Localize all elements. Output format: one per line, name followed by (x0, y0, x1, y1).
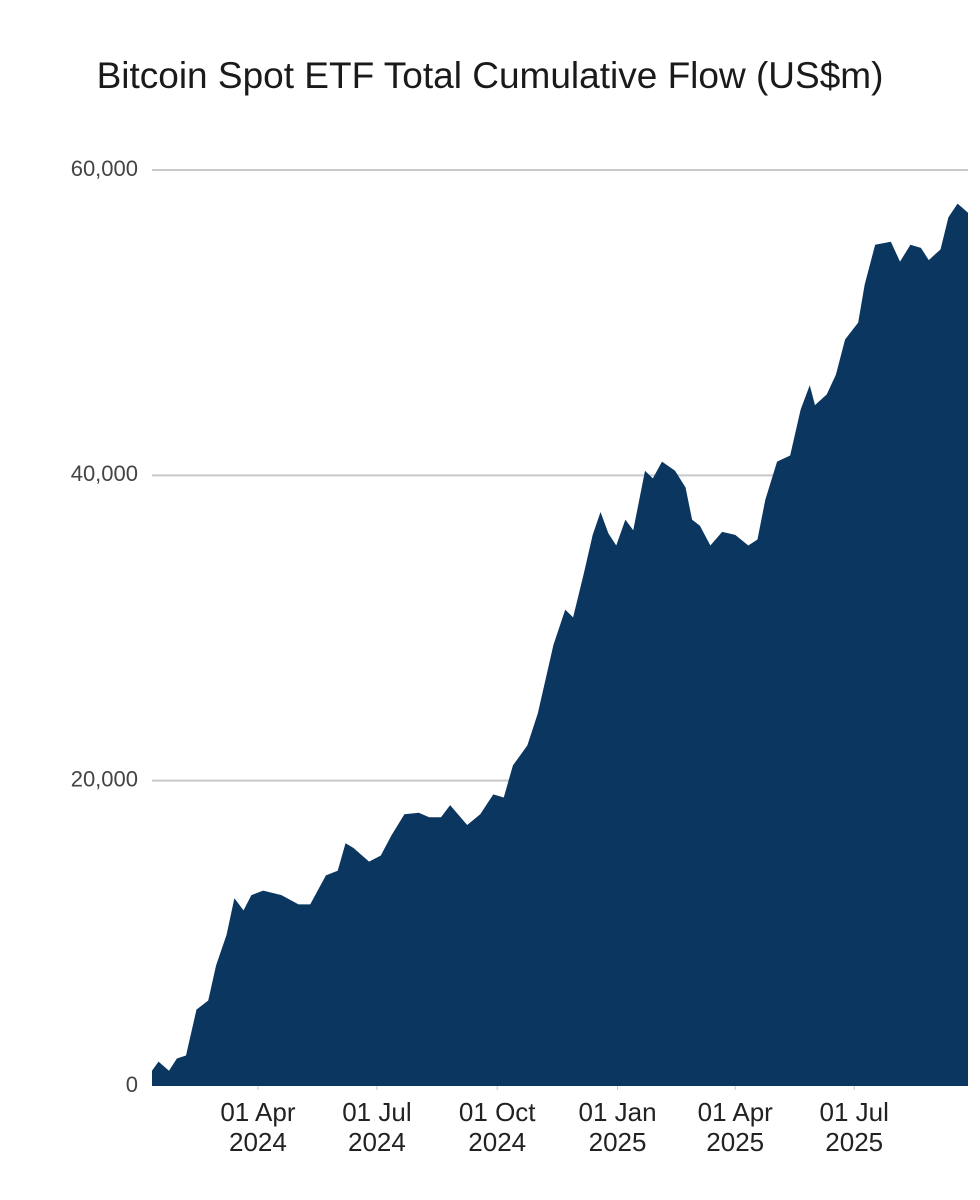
x-tick-label: 01 Jul 2025 (820, 1097, 889, 1157)
plot-area (152, 203, 968, 1086)
y-tick-label: 60,000 (71, 156, 138, 181)
y-tick-label: 20,000 (71, 766, 138, 791)
x-tick-label: 01 Jan 2025 (578, 1097, 656, 1157)
chart-title: Bitcoin Spot ETF Total Cumulative Flow (… (97, 55, 884, 96)
y-tick-label: 40,000 (71, 461, 138, 486)
x-tick-label: 01 Apr 2024 (220, 1097, 296, 1157)
y-tick-label: 0 (126, 1072, 138, 1097)
x-tick-label: 01 Jul 2024 (342, 1097, 411, 1157)
x-tick-label: 01 Oct 2024 (459, 1097, 536, 1157)
area (152, 203, 968, 1086)
x-tick-label: 01 Apr 2025 (698, 1097, 774, 1157)
axis-labels: 0 20,000 40,000 60,000 01 Apr 2024 01 Jul 2024 0… (71, 156, 889, 1157)
